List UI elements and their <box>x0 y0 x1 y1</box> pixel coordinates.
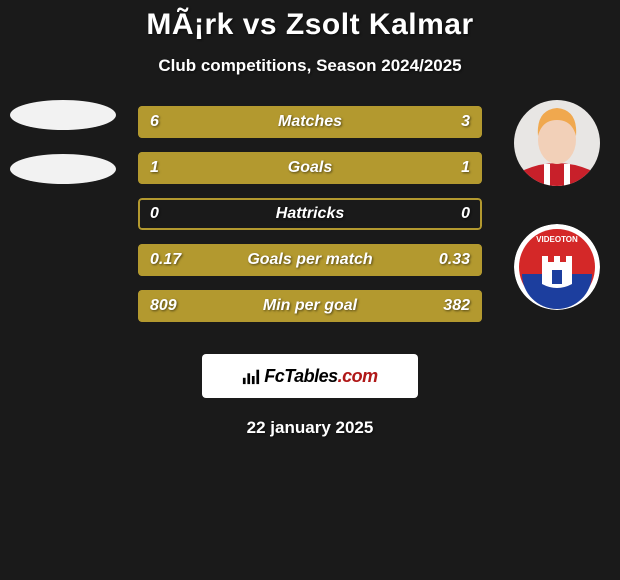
stat-value-right: 382 <box>443 297 470 315</box>
player-left-photo-placeholder <box>10 100 116 130</box>
stat-value-right: 3 <box>461 113 470 131</box>
stat-value-left: 6 <box>150 113 159 131</box>
stat-row: 0.17 0.33 Goals per match <box>138 244 482 276</box>
player-right-column: VIDEOTON <box>504 100 610 348</box>
stat-value-left: 809 <box>150 297 177 315</box>
stat-value-left: 0 <box>150 205 159 223</box>
club-crest-icon: VIDEOTON <box>514 224 600 310</box>
stat-label: Goals per match <box>247 251 372 269</box>
stat-label: Matches <box>278 113 342 131</box>
stat-row: 809 382 Min per goal <box>138 290 482 322</box>
fctables-logo[interactable]: FcTables.com <box>202 354 418 398</box>
stat-value-left: 0.17 <box>150 251 181 269</box>
subtitle: Club competitions, Season 2024/2025 <box>0 56 620 76</box>
player-right-crest: VIDEOTON <box>514 224 600 310</box>
logo-text-b: .com <box>338 366 378 386</box>
bar-fill-left <box>138 152 310 184</box>
bar-fill-right <box>310 152 482 184</box>
stats-area: VIDEOTON 6 3 Matches 1 1 Goals 0 0 Hattricks 0.17… <box>0 106 620 336</box>
bar-chart-icon <box>242 367 260 385</box>
logo-text: FcTables.com <box>264 366 377 387</box>
comparison-card: MÃ¡rk vs Zsolt Kalmar Club competitions,… <box>0 0 620 438</box>
svg-text:VIDEOTON: VIDEOTON <box>536 235 578 244</box>
stat-row: 1 1 Goals <box>138 152 482 184</box>
player-left-crest-placeholder <box>10 154 116 184</box>
player-left-column <box>10 100 116 208</box>
stat-value-right: 0.33 <box>439 251 470 269</box>
stat-bars: 6 3 Matches 1 1 Goals 0 0 Hattricks 0.17 0.33 Goals… <box>138 106 482 336</box>
logo-text-a: FcTables <box>264 366 337 386</box>
stat-value-right: 0 <box>461 205 470 223</box>
stat-row: 6 3 Matches <box>138 106 482 138</box>
page-title: MÃ¡rk vs Zsolt Kalmar <box>0 8 620 42</box>
stat-value-right: 1 <box>461 159 470 177</box>
player-photo-icon <box>514 100 600 186</box>
stat-label: Goals <box>288 159 332 177</box>
stat-label: Hattricks <box>276 205 344 223</box>
comparison-date: 22 january 2025 <box>0 418 620 438</box>
stat-value-left: 1 <box>150 159 159 177</box>
stat-label: Min per goal <box>263 297 357 315</box>
player-right-photo <box>514 100 600 186</box>
stat-row: 0 0 Hattricks <box>138 198 482 230</box>
